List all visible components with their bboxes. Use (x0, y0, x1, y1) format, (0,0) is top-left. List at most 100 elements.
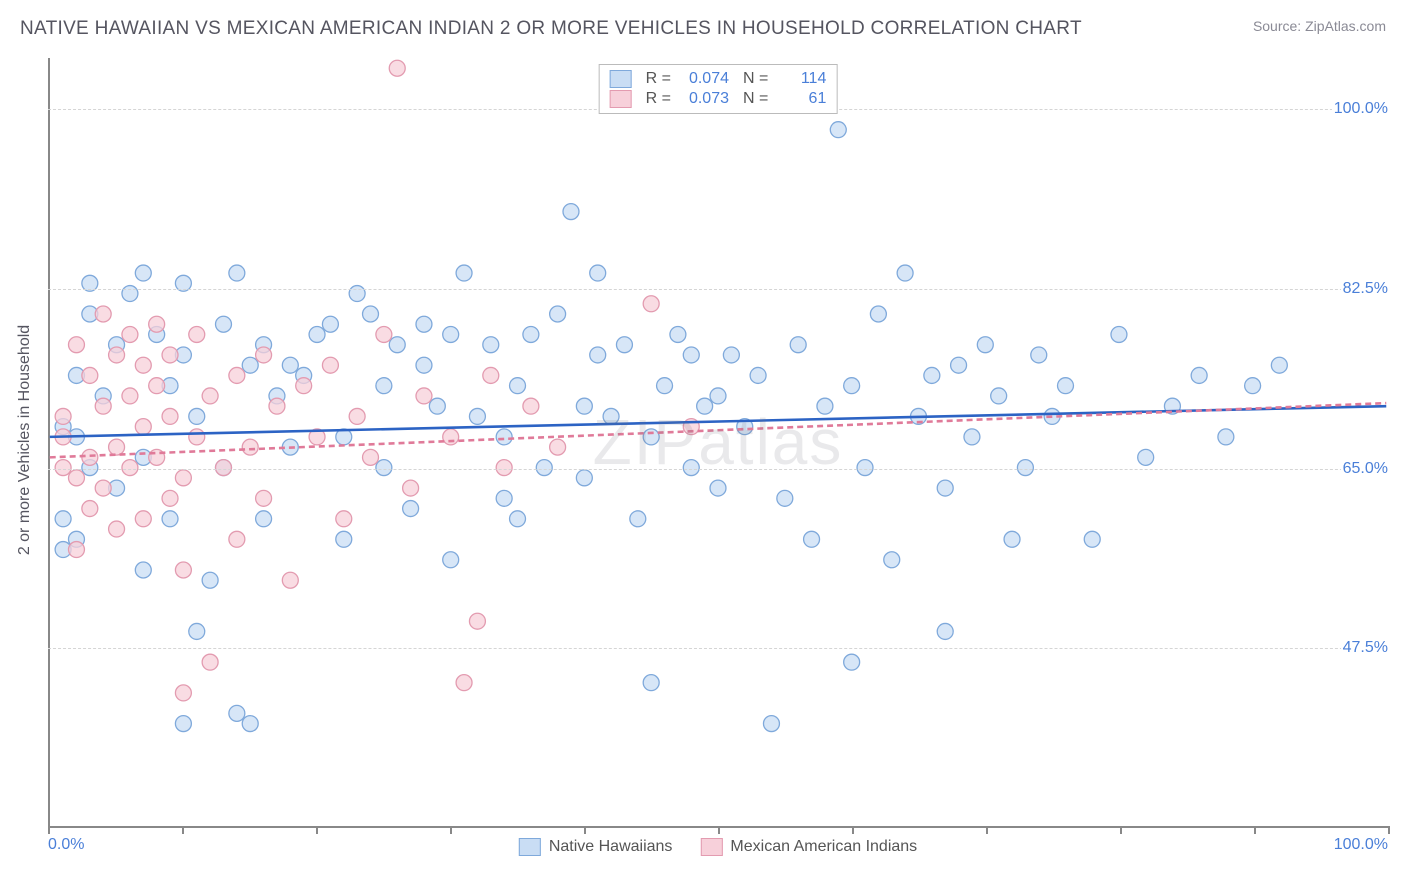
scatter-point (269, 398, 285, 414)
legend-item: Mexican American Indians (700, 838, 917, 856)
y-tick-label: 82.5% (1341, 280, 1390, 298)
scatter-point (563, 204, 579, 220)
scatter-point (697, 398, 713, 414)
scatter-point (363, 306, 379, 322)
scatter-point (135, 419, 151, 435)
legend-swatch-icon (610, 90, 632, 108)
r-value: 0.074 (685, 70, 729, 88)
scatter-point (229, 531, 245, 547)
scatter-point (82, 449, 98, 465)
scatter-point (135, 511, 151, 527)
scatter-point (1218, 429, 1234, 445)
scatter-point (857, 460, 873, 476)
scatter-point (175, 685, 191, 701)
scatter-point (109, 521, 125, 537)
scatter-point (162, 347, 178, 363)
scatter-point (469, 408, 485, 424)
scatter-point (376, 327, 392, 343)
scatter-point (964, 429, 980, 445)
legend-swatch-icon (610, 70, 632, 88)
x-tick-label: 0.0% (48, 836, 84, 854)
legend-label: Native Hawaiians (549, 838, 673, 856)
scatter-point (322, 316, 338, 332)
scatter-point (162, 511, 178, 527)
scatter-point (523, 398, 539, 414)
x-tick-mark (1254, 826, 1256, 834)
scatter-point (416, 388, 432, 404)
scatter-point (82, 367, 98, 383)
legend-correlation: R = 0.074 N = 114 R = 0.073 N = 61 (599, 64, 838, 114)
scatter-point (149, 378, 165, 394)
scatter-point (256, 347, 272, 363)
scatter-point (576, 398, 592, 414)
y-axis-label: 2 or more Vehicles in Household (16, 325, 34, 555)
scatter-point (790, 337, 806, 353)
scatter-point (456, 675, 472, 691)
scatter-point (991, 388, 1007, 404)
scatter-point (630, 511, 646, 527)
scatter-point (951, 357, 967, 373)
scatter-point (202, 654, 218, 670)
scatter-point (496, 429, 512, 445)
scatter-point (683, 347, 699, 363)
scatter-point (349, 408, 365, 424)
n-value: 61 (782, 90, 826, 108)
scatter-point (924, 367, 940, 383)
legend-label: Mexican American Indians (730, 838, 917, 856)
scatter-point (1084, 531, 1100, 547)
scatter-point (1058, 378, 1074, 394)
scatter-point (82, 501, 98, 517)
scatter-point (135, 357, 151, 373)
scatter-point (242, 357, 258, 373)
scatter-point (162, 408, 178, 424)
scatter-point (189, 429, 205, 445)
scatter-point (1138, 449, 1154, 465)
scatter-point (68, 542, 84, 558)
scatter-point (576, 470, 592, 486)
scatter-point (68, 470, 84, 486)
scatter-point (1004, 531, 1020, 547)
scatter-point (683, 460, 699, 476)
scatter-point (590, 347, 606, 363)
scatter-point (109, 439, 125, 455)
chart-source: Source: ZipAtlas.com (1253, 18, 1386, 34)
scatter-point (723, 347, 739, 363)
scatter-point (242, 439, 258, 455)
plot-area: ZIPatlas R = 0.074 N = 114 R = 0.073 N =… (48, 58, 1388, 828)
scatter-point (777, 490, 793, 506)
x-tick-mark (182, 826, 184, 834)
scatter-point (229, 265, 245, 281)
scatter-point (95, 398, 111, 414)
gridline (48, 648, 1388, 649)
y-tick-label: 65.0% (1341, 460, 1390, 478)
scatter-point (55, 460, 71, 476)
scatter-point (416, 316, 432, 332)
scatter-point (496, 490, 512, 506)
scatter-point (643, 675, 659, 691)
scatter-point (122, 388, 138, 404)
scatter-point (135, 562, 151, 578)
scatter-point (175, 470, 191, 486)
scatter-point (109, 347, 125, 363)
scatter-point (496, 460, 512, 476)
r-value: 0.073 (685, 90, 729, 108)
scatter-point (309, 327, 325, 343)
scatter-point (149, 316, 165, 332)
scatter-point (403, 480, 419, 496)
scatter-point (202, 572, 218, 588)
scatter-point (937, 480, 953, 496)
x-tick-mark (852, 826, 854, 834)
r-label: R = (646, 90, 671, 108)
legend-item: Native Hawaiians (519, 838, 673, 856)
scatter-point (937, 623, 953, 639)
x-tick-mark (1120, 826, 1122, 834)
scatter-point (95, 306, 111, 322)
scatter-point (1017, 460, 1033, 476)
scatter-point (122, 327, 138, 343)
x-tick-mark (1388, 826, 1390, 834)
x-tick-mark (450, 826, 452, 834)
scatter-point (55, 511, 71, 527)
scatter-point (804, 531, 820, 547)
scatter-point (510, 378, 526, 394)
y-tick-label: 100.0% (1332, 100, 1390, 118)
